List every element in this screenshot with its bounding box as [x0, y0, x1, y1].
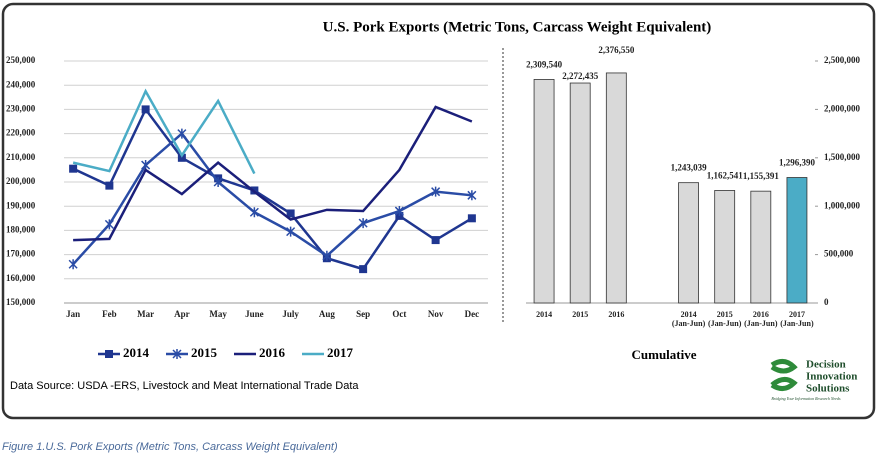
- series-line: [73, 105, 473, 242]
- marker: [358, 218, 368, 229]
- y-tick-label: 1,500,000: [824, 152, 861, 162]
- bar: [605, 72, 627, 304]
- marker: [467, 214, 476, 223]
- y-tick-label: 190,000: [6, 200, 36, 210]
- logo-text: Solutions: [806, 383, 850, 395]
- marker: [141, 160, 151, 171]
- logo-tagline: Bridging Your Information Research Needs: [771, 396, 841, 401]
- legend-marker: [105, 350, 113, 358]
- series-line: [72, 106, 473, 271]
- x-tick-label-box: 2014: [536, 310, 553, 319]
- y-tick-label: 0: [824, 297, 829, 307]
- x-tick-label: 2014: [536, 310, 553, 319]
- marker: [467, 190, 477, 201]
- y-tick-label: 1,000,000: [824, 200, 861, 210]
- y-tick-label: 210,000: [6, 152, 36, 162]
- x-tick-label: 2015: [572, 310, 589, 319]
- y-tick-label: 500,000: [824, 249, 854, 259]
- y-tick-label: 180,000: [6, 224, 36, 234]
- x-tick-label-box: 2014 (Jan-Jun): [671, 310, 706, 328]
- source: Data Source: USDA -ERS, Livestock and Me…: [10, 380, 359, 392]
- x-tick-label: Sep: [356, 309, 370, 319]
- marker: [105, 181, 114, 190]
- series-line: [72, 131, 472, 266]
- x-tick-label-box: 2015 (Jan-Jun): [708, 310, 742, 328]
- x-tick-label: June: [245, 309, 264, 319]
- x-tick-label: 2015 (Jan-Jun): [708, 310, 742, 328]
- x-tick-label: Oct: [392, 309, 406, 319]
- y-tick-label: 170,000: [6, 249, 36, 259]
- data-label: 2,272,435: [562, 71, 599, 81]
- logo: Decision Innovation Solutions Bridging Y…: [770, 359, 857, 401]
- x-tick-label: Dec: [465, 309, 480, 319]
- logo-icon: [770, 359, 798, 391]
- marker: [68, 259, 78, 270]
- x-tick-label-box: 2015: [572, 310, 589, 319]
- x-tick-label: Jan: [66, 309, 80, 319]
- x-tick-label-box: 2017 (Jan-Jun): [780, 310, 814, 328]
- legend-marker: [172, 349, 182, 359]
- legend-label: 2015: [191, 345, 218, 360]
- marker: [359, 265, 368, 274]
- marker: [177, 128, 187, 139]
- legend-label: 2017: [327, 345, 354, 360]
- x-tick-label: 2017 (Jan-Jun): [780, 310, 814, 328]
- y-tick-label: 250,000: [6, 55, 36, 65]
- x-tick-label: Feb: [102, 309, 117, 319]
- legend-label: 2016: [259, 345, 286, 360]
- y-tick-label: 200,000: [6, 176, 36, 186]
- marker: [213, 177, 223, 187]
- data-label: 1,243,039: [671, 163, 708, 173]
- x-tick-label: Mar: [137, 309, 154, 319]
- marker: [286, 226, 296, 237]
- x-tick-label: 2014 (Jan-Jun): [671, 310, 706, 328]
- x-tick-label: May: [209, 309, 227, 319]
- logo-text: Innovation: [806, 371, 857, 383]
- data-label: 1,162,541: [707, 171, 744, 181]
- y-tick-label: 2,000,000: [824, 103, 861, 113]
- x-tick-label-box: 2016 (Jan-Jun): [744, 310, 778, 328]
- bar: [569, 82, 591, 304]
- marker: [286, 209, 295, 218]
- x-tick-label: Aug: [319, 309, 336, 319]
- logo-text: Decision: [806, 359, 846, 371]
- x-tick-label: July: [282, 309, 299, 319]
- x-tick-label: 2016 (Jan-Jun): [744, 310, 778, 328]
- series-line: [72, 88, 256, 175]
- x-tick-label: 2016: [608, 310, 625, 319]
- y-tick-label: 2,500,000: [824, 55, 861, 65]
- marker: [394, 206, 404, 217]
- caption: Figure 1.U.S. Pork Exports (Metric Tons,…: [2, 441, 338, 453]
- y-tick-label: 160,000: [6, 273, 36, 283]
- data-label: 2,376,550: [598, 45, 635, 55]
- x-axis-label: Cumulative: [632, 347, 697, 362]
- marker: [141, 105, 150, 114]
- data-label: 1,296,390: [779, 158, 816, 168]
- y-tick-label: 240,000: [6, 79, 36, 89]
- marker: [104, 219, 114, 230]
- x-tick-label: Nov: [428, 309, 444, 319]
- marker: [431, 186, 441, 197]
- x-tick-label-box: 2016: [608, 310, 625, 319]
- marker: [249, 207, 259, 218]
- chart-title: U.S. Pork Exports (Metric Tons, Carcass …: [323, 19, 712, 35]
- y-tick-label: 150,000: [6, 297, 36, 307]
- bar: [786, 177, 808, 304]
- bar: [533, 79, 555, 304]
- bar: [678, 182, 699, 304]
- data-label: 2,309,540: [526, 59, 563, 69]
- data-label: 1,155,391: [743, 171, 780, 181]
- y-tick-label: 220,000: [6, 128, 36, 138]
- x-tick-label: Apr: [174, 309, 190, 319]
- marker: [431, 236, 440, 245]
- marker: [177, 153, 186, 162]
- marker: [69, 164, 78, 173]
- bar: [714, 190, 736, 304]
- legend-label: 2014: [123, 345, 150, 360]
- bar: [750, 190, 772, 304]
- marker: [322, 250, 332, 261]
- y-tick-label: 230,000: [6, 103, 36, 113]
